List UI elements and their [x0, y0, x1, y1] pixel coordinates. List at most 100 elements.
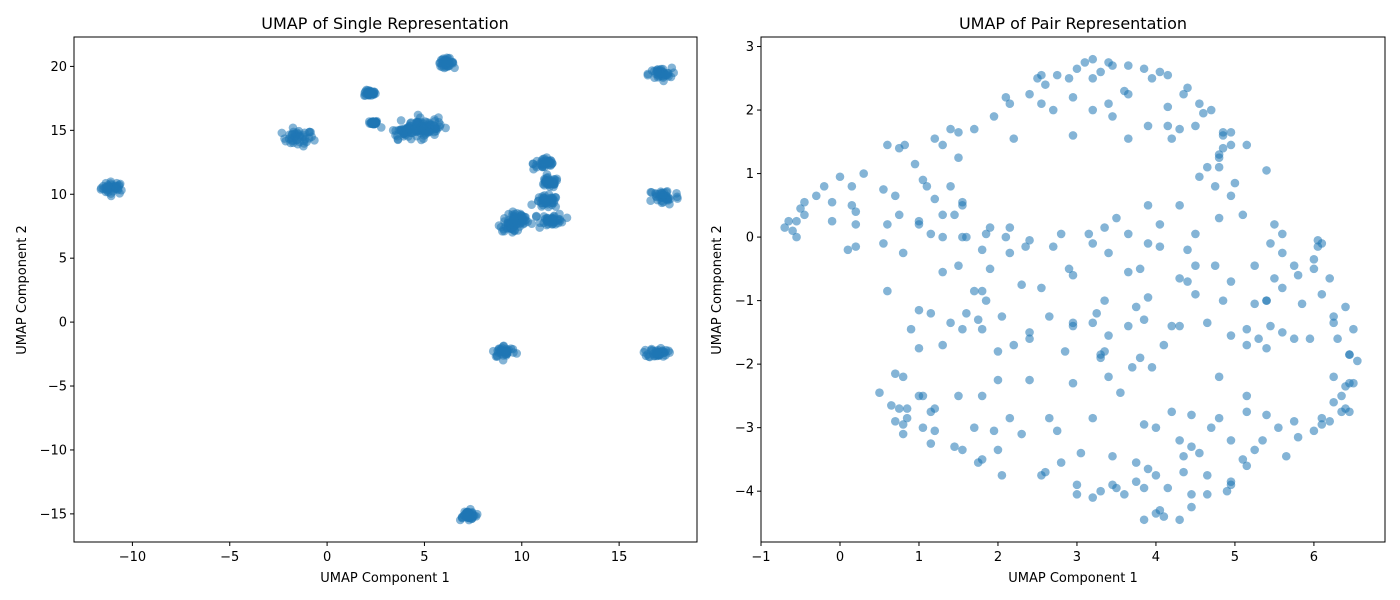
scatter-point	[643, 70, 653, 80]
scatter-point	[796, 204, 805, 213]
scatter-point	[1100, 296, 1109, 305]
scatter-point	[993, 347, 1003, 356]
scatter-point	[1064, 73, 1074, 83]
y-tick-label: 0	[59, 316, 67, 331]
scatter-point	[1123, 321, 1133, 331]
scatter-point	[958, 324, 967, 334]
scatter-point	[1289, 334, 1299, 344]
scatter-point	[1068, 270, 1078, 280]
scatter-point	[1309, 255, 1319, 264]
scatter-point	[1064, 264, 1074, 274]
scatter-point	[656, 187, 666, 197]
scatter-point	[1005, 223, 1015, 232]
scatter-point	[528, 159, 538, 169]
scatter-point	[1127, 363, 1137, 372]
scatter-point	[1147, 73, 1157, 83]
scatter-point	[1183, 277, 1192, 286]
scatter-point	[1278, 328, 1287, 337]
scatter-point	[1195, 448, 1204, 458]
scatter-point	[1120, 490, 1129, 499]
y-tick-label: 2	[746, 104, 754, 119]
scatter-point	[1056, 458, 1066, 467]
scatter-point	[1155, 242, 1165, 251]
scatter-point	[1297, 299, 1307, 309]
scatter-point	[369, 89, 378, 98]
scatter-point	[887, 401, 896, 410]
scatter-point	[1025, 89, 1034, 99]
scatter-point	[1131, 458, 1141, 467]
scatter-point	[922, 181, 932, 191]
scatter-point	[539, 193, 548, 203]
scatter-point	[938, 140, 947, 150]
scatter-point	[811, 191, 821, 201]
scatter-point	[1226, 127, 1236, 137]
scatter-point	[1009, 134, 1019, 143]
scatter-point	[1222, 486, 1232, 496]
scatter-point	[977, 245, 987, 255]
scatter-point	[788, 226, 797, 236]
scatter-point	[1349, 378, 1358, 388]
scatter-point	[977, 455, 987, 464]
scatter-point	[1123, 61, 1133, 70]
scatter-point	[875, 388, 884, 398]
scatter-point	[542, 173, 551, 183]
scatter-point	[1238, 455, 1248, 464]
scatter-cluster	[643, 63, 678, 86]
scatter-point	[1218, 131, 1228, 140]
scatter-point	[1167, 321, 1177, 331]
scatter-point	[954, 261, 963, 270]
scatter-point	[499, 224, 509, 234]
scatter-point	[1112, 483, 1121, 493]
scatter-point	[958, 201, 967, 210]
scatter-point	[1131, 477, 1141, 486]
scatter-point	[1183, 83, 1192, 93]
y-tick-label: 20	[50, 60, 67, 75]
scatter-point	[1143, 239, 1153, 248]
scatter-point	[1139, 483, 1149, 493]
scatter-point	[1025, 334, 1034, 344]
scatter-cluster	[538, 170, 562, 192]
scatter-point	[969, 124, 979, 134]
scatter-point	[1088, 493, 1098, 502]
y-tick-label: −2	[735, 358, 754, 373]
scatter-point	[954, 391, 963, 401]
scatter-point	[1163, 483, 1173, 493]
scatter-point	[1139, 315, 1149, 324]
scatter-point	[1123, 229, 1133, 239]
y-axis-label: UMAP Component 2	[710, 225, 725, 354]
scatter-point	[1151, 509, 1161, 518]
scatter-point	[1048, 105, 1058, 115]
scatter-point	[1226, 140, 1236, 150]
scatter-point	[1155, 67, 1165, 77]
scatter-point	[647, 188, 656, 197]
scatter-cluster	[500, 207, 541, 236]
scatter-point	[365, 119, 374, 128]
scatter-point	[1017, 429, 1026, 439]
scatter-point	[1345, 350, 1354, 359]
scatter-cluster	[639, 343, 674, 362]
x-tick-label: 0	[836, 550, 844, 565]
scatter-point	[898, 372, 908, 382]
y-axis-ticks: −4 −3 −2 −1 0 1 2 3	[735, 40, 761, 500]
scatter-point	[800, 210, 809, 220]
scatter-point	[914, 220, 924, 229]
y-tick-label: 1	[746, 167, 754, 182]
scatter-point	[1329, 318, 1338, 328]
x-tick-label: 5	[1231, 550, 1239, 565]
scatter-point	[1187, 502, 1196, 512]
scatter-point	[792, 232, 801, 242]
scatter-point	[393, 135, 403, 145]
x-axis-label: UMAP Component 1	[320, 571, 449, 586]
scatter-point	[504, 209, 513, 219]
scatter-point	[1175, 201, 1184, 210]
scatter-point	[969, 423, 979, 432]
scatter-point	[902, 413, 912, 423]
scatter-point	[938, 232, 947, 242]
scatter-point	[672, 192, 682, 202]
scatter-point	[1242, 461, 1252, 471]
y-tick-label: 0	[746, 231, 754, 246]
scatter-point	[1088, 413, 1098, 423]
scatter-point	[1100, 223, 1109, 232]
scatter-point	[1262, 296, 1271, 305]
